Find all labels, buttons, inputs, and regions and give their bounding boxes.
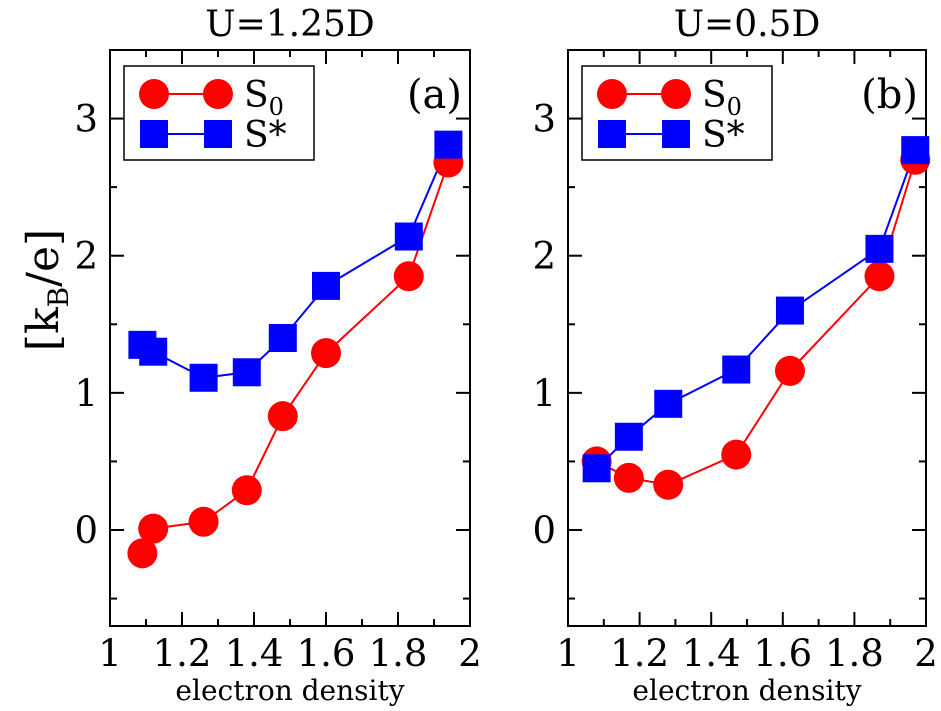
legend-marker-circle bbox=[203, 79, 233, 109]
legend: S0S* bbox=[581, 65, 773, 161]
data-point-s0 bbox=[127, 538, 158, 569]
series-line-s0 bbox=[141, 162, 450, 554]
x-tick-label: 1.4 bbox=[225, 632, 284, 675]
y-tick-label: 1 bbox=[532, 372, 556, 415]
y-axis-label-sub: B bbox=[42, 287, 75, 308]
data-point-sstar bbox=[654, 389, 683, 418]
x-tick-label: 2 bbox=[914, 632, 938, 675]
series-line-sstar bbox=[595, 149, 917, 470]
legend-label: S0 bbox=[244, 75, 284, 121]
y-tick-label: 3 bbox=[532, 98, 556, 141]
x-tick-label: 1 bbox=[98, 632, 122, 675]
data-point-sstar bbox=[232, 358, 261, 387]
y-tick-label: 1 bbox=[74, 372, 98, 415]
panel-a: U=1.25D 1 1.2 1.4 1.6 1.8 2 0 1 2 3 electron densit… bbox=[74, 4, 481, 707]
x-tick-label: 2 bbox=[458, 632, 482, 675]
x-tick-label: 1.6 bbox=[297, 632, 356, 675]
data-point-sstar bbox=[722, 355, 751, 384]
data-point-s0 bbox=[774, 355, 805, 386]
data-point-s0 bbox=[864, 261, 895, 292]
x-tick-label: 1 bbox=[556, 632, 580, 675]
legend: S0S* bbox=[123, 65, 315, 161]
x-tick-label: 1.2 bbox=[153, 632, 212, 675]
x-tick-label: 1.8 bbox=[825, 632, 884, 675]
data-point-sstar bbox=[582, 454, 611, 483]
legend-label-main: S bbox=[702, 75, 727, 116]
data-point-s0 bbox=[267, 401, 298, 432]
data-point-sstar bbox=[394, 222, 423, 251]
data-point-s0 bbox=[231, 475, 262, 506]
data-point-s0 bbox=[311, 338, 341, 369]
y-tick-label: 0 bbox=[532, 509, 556, 552]
x-tick-label: 1.8 bbox=[369, 632, 428, 675]
data-point-s0 bbox=[613, 462, 644, 493]
legend-label: S* bbox=[702, 115, 745, 156]
x-tick-label: 1.4 bbox=[682, 632, 741, 675]
data-point-sstar bbox=[901, 136, 930, 165]
y-tick-label: 2 bbox=[74, 235, 98, 278]
y-tick-label: 0 bbox=[74, 509, 98, 552]
legend-label: S* bbox=[244, 115, 287, 156]
legend-label-sub: 0 bbox=[269, 93, 284, 121]
panel-title: U=1.25D bbox=[205, 4, 375, 45]
y-tick-label: 2 bbox=[532, 235, 556, 278]
data-point-sstar bbox=[268, 324, 297, 352]
data-point-sstar bbox=[312, 271, 340, 300]
legend-marker-circle bbox=[661, 79, 691, 109]
legend-label-main: S bbox=[244, 75, 269, 116]
legend-marker-square bbox=[204, 120, 232, 148]
legend-marker-square bbox=[662, 120, 690, 148]
legend-marker-circle bbox=[139, 79, 169, 109]
y-axis-label: [kB/e] bbox=[18, 229, 75, 351]
data-point-sstar bbox=[139, 337, 168, 366]
data-point-s0 bbox=[721, 439, 752, 470]
data-point-s0 bbox=[653, 469, 684, 500]
data-point-sstar bbox=[189, 363, 218, 392]
legend-label-main: S* bbox=[244, 115, 287, 156]
x-axis-label: electron density bbox=[175, 674, 404, 707]
data-point-sstar bbox=[775, 296, 804, 325]
legend-marker-circle bbox=[597, 79, 627, 109]
legend-marker-square bbox=[140, 120, 168, 148]
legend-marker-square bbox=[598, 120, 626, 148]
data-point-sstar bbox=[865, 234, 894, 263]
y-axis-label-tail: /e] bbox=[18, 229, 69, 287]
panel-title: U=0.5D bbox=[674, 4, 821, 45]
legend-label-main: S* bbox=[702, 115, 745, 156]
panel-label: (a) bbox=[407, 72, 462, 118]
series-line-s0 bbox=[596, 159, 917, 486]
data-point-sstar bbox=[614, 422, 643, 451]
x-tick-label: 1.6 bbox=[753, 632, 812, 675]
legend-label-sub: 0 bbox=[727, 93, 742, 121]
x-axis-label: electron density bbox=[632, 674, 861, 707]
y-axis-label-main: [k bbox=[18, 307, 69, 351]
x-tick-label: 1.2 bbox=[610, 632, 669, 675]
data-point-s0 bbox=[138, 513, 169, 544]
data-point-sstar bbox=[434, 130, 463, 159]
data-point-s0 bbox=[393, 261, 424, 292]
legend-label: S0 bbox=[702, 75, 742, 121]
data-point-s0 bbox=[188, 506, 219, 537]
y-tick-label: 3 bbox=[74, 98, 98, 141]
panel-label: (b) bbox=[861, 72, 918, 118]
panel-b: U=0.5D 1 1.2 1.4 1.6 1.8 2 0 1 2 3 electron density… bbox=[532, 4, 937, 707]
